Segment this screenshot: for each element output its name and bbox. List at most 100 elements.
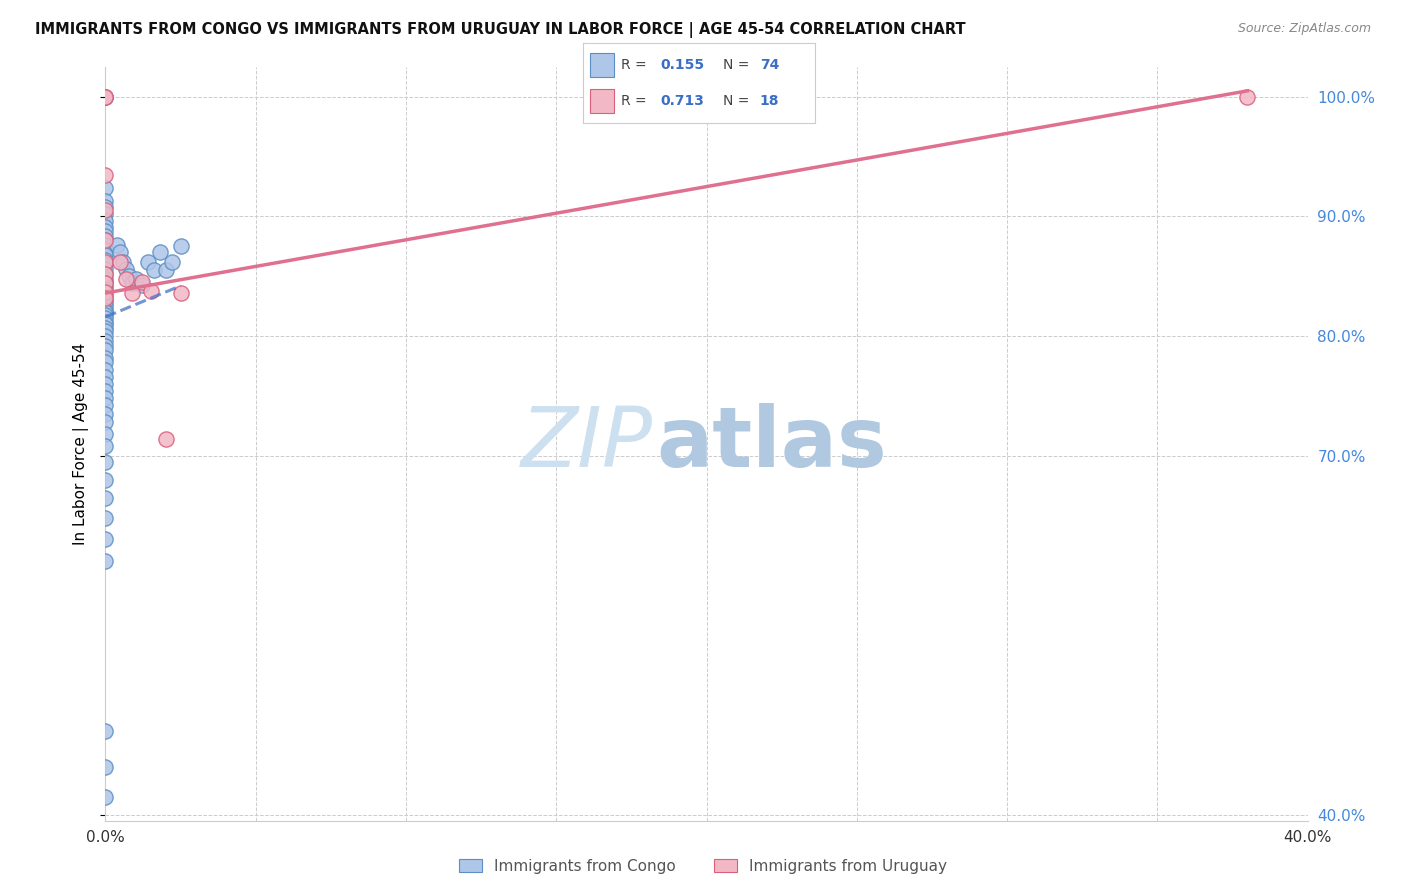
Point <box>94 282 117 296</box>
Point <box>94 399 117 413</box>
Point <box>94 228 117 243</box>
Point <box>94 439 117 453</box>
Point <box>131 277 153 292</box>
Point <box>110 245 132 260</box>
Point <box>160 255 183 269</box>
Point <box>169 286 191 301</box>
Point <box>94 90 117 104</box>
Point <box>94 267 117 281</box>
Point <box>94 255 117 269</box>
Point <box>94 723 117 738</box>
Point <box>94 427 117 442</box>
Point <box>94 285 117 299</box>
Point <box>94 355 117 369</box>
Text: N =: N = <box>723 95 754 109</box>
Point <box>94 339 117 353</box>
Point <box>121 277 143 291</box>
Point <box>94 224 117 238</box>
Point <box>94 194 117 208</box>
Point <box>94 90 117 104</box>
Point <box>131 275 153 289</box>
Point <box>94 533 117 547</box>
Bar <box>591 54 613 78</box>
Text: R =: R = <box>620 58 651 72</box>
Point <box>94 267 117 281</box>
Point <box>139 284 162 298</box>
Point <box>115 262 138 277</box>
Point <box>118 269 141 284</box>
Point <box>94 407 117 421</box>
Point <box>94 315 117 329</box>
Point <box>94 90 117 104</box>
Point <box>94 302 117 317</box>
Point <box>142 263 165 277</box>
Point <box>94 203 117 218</box>
Point <box>94 243 117 257</box>
Point <box>136 255 159 269</box>
Point <box>112 255 135 269</box>
Point <box>94 491 117 505</box>
Point <box>94 168 117 182</box>
Legend: Immigrants from Congo, Immigrants from Uruguay: Immigrants from Congo, Immigrants from U… <box>453 853 953 880</box>
Point <box>94 343 117 358</box>
Point <box>94 291 117 305</box>
Point <box>94 286 117 301</box>
Point <box>115 271 138 285</box>
Point <box>94 320 117 334</box>
Point <box>94 295 117 310</box>
Point <box>94 473 117 487</box>
Point <box>94 362 117 376</box>
Point <box>148 245 170 260</box>
Point <box>155 263 177 277</box>
Point <box>94 207 117 221</box>
Text: 74: 74 <box>759 58 779 72</box>
Point <box>94 252 117 267</box>
Point <box>94 233 117 247</box>
Point <box>124 271 146 285</box>
Text: 0.155: 0.155 <box>659 58 704 72</box>
Text: N =: N = <box>723 58 754 72</box>
Point <box>94 271 117 285</box>
Point <box>169 239 191 253</box>
Point <box>94 305 117 319</box>
Point <box>94 384 117 398</box>
Point <box>94 789 117 804</box>
Bar <box>591 89 613 113</box>
Point <box>94 290 117 304</box>
Point <box>107 238 129 252</box>
Text: 0.713: 0.713 <box>659 95 704 109</box>
Point <box>94 311 117 326</box>
Point <box>94 293 117 308</box>
Point <box>94 308 117 322</box>
Point <box>94 351 117 365</box>
Point <box>94 262 117 277</box>
Point <box>94 511 117 525</box>
Point <box>94 334 117 348</box>
Text: Source: ZipAtlas.com: Source: ZipAtlas.com <box>1237 22 1371 36</box>
Point <box>94 200 117 214</box>
Point <box>94 275 117 289</box>
Point <box>94 299 117 313</box>
Point <box>94 760 117 774</box>
Y-axis label: In Labor Force | Age 45-54: In Labor Force | Age 45-54 <box>73 343 90 545</box>
Point <box>155 432 177 446</box>
Text: R =: R = <box>620 95 651 109</box>
Text: 18: 18 <box>759 95 779 109</box>
Point <box>94 554 117 568</box>
Point <box>110 255 132 269</box>
Point <box>94 238 117 252</box>
Point <box>94 233 117 247</box>
Point <box>94 278 117 293</box>
Point <box>94 369 117 384</box>
Point <box>94 415 117 429</box>
Point <box>94 248 117 262</box>
Point <box>94 257 117 271</box>
Point <box>121 286 143 301</box>
Point <box>94 180 117 194</box>
Point <box>1236 90 1258 104</box>
Point <box>94 90 117 104</box>
Point <box>94 214 117 228</box>
Point <box>94 329 117 343</box>
Point <box>94 220 117 235</box>
Point <box>94 324 117 338</box>
